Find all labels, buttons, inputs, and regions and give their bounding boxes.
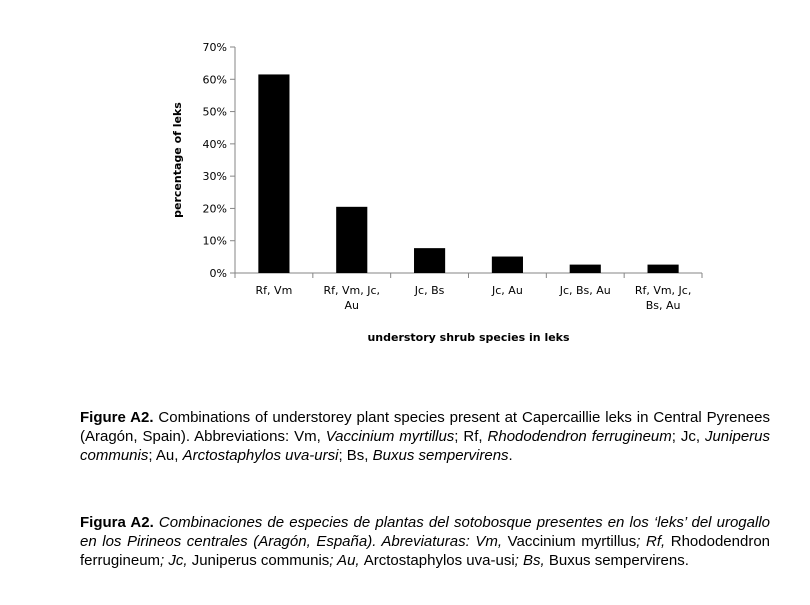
caption-text-run: ; Bs,	[338, 447, 373, 464]
figure-caption-english: Figure A2. Combinations of understorey p…	[80, 408, 770, 465]
caption-text-run: .	[508, 447, 513, 464]
x-axis-title: understory shrub species in leks	[367, 331, 570, 344]
y-axis-title: percentage of leks	[171, 102, 184, 218]
caption-body-english: Combinations of understorey plant specie…	[80, 409, 770, 464]
y-tick-label: 10%	[203, 235, 227, 248]
bar	[336, 206, 368, 273]
caption-text-run: ; Rf,	[636, 533, 671, 550]
bar	[491, 256, 523, 273]
caption-text-run: Arctostaphylos uva-usi	[363, 552, 515, 569]
category-label: Jc, Au	[491, 284, 523, 297]
caption-text-run: Rhododendron ferrugineum	[80, 533, 771, 569]
caption-text-run: Vaccinium myrtillus	[325, 428, 455, 445]
caption-text-run: ; Jc,	[160, 552, 192, 569]
y-tick-label: 30%	[203, 170, 227, 183]
caption-text-run: Rhododendron ferrugineum	[487, 428, 672, 445]
bar	[569, 264, 601, 273]
caption-text-run: ; Jc,	[671, 428, 705, 445]
x-axis: Rf, Vm Rf, Vm, Jc, Au Jc, Bs Jc, Au Jc, Bs, A…	[234, 272, 703, 312]
bar	[414, 248, 446, 273]
category-label: Jc, Bs	[414, 284, 445, 297]
caption-label-spanish: Figura A2.	[80, 514, 154, 531]
caption-text-run: ; Bs,	[514, 552, 549, 569]
caption-text-run: Combinations of understorey plant specie…	[80, 409, 770, 445]
bar	[258, 74, 290, 273]
bar-chart: 0% 10% 20% 30% 40% 50% 60% 70% Rf, Vm Rf, Vm, Jc…	[171, 41, 703, 344]
y-tick-label: 0%	[210, 267, 227, 280]
caption-label-english: Figure A2.	[80, 409, 154, 426]
figure-caption-spanish: Figura A2. Combinaciones de especies de …	[80, 513, 770, 570]
category-label: Rf, Vm, Jc, Au	[323, 284, 380, 312]
caption-text-run: Arctostaphylos uva-ursi	[182, 447, 339, 464]
y-tick-label: 20%	[203, 202, 227, 215]
y-tick-label: 60%	[203, 73, 227, 86]
bar	[647, 264, 679, 273]
caption-text-run: Combinaciones de especies de plantas del…	[80, 514, 770, 550]
caption-text-run: ; Au,	[329, 552, 364, 569]
caption-body-spanish: Combinaciones de especies de plantas del…	[80, 514, 770, 569]
caption-text-run: .	[684, 552, 689, 569]
caption-text-run: Buxus sempervirens	[548, 552, 685, 569]
category-label: Rf, Vm, Jc, Bs, Au	[635, 284, 692, 312]
y-tick-label: 70%	[203, 41, 227, 54]
caption-text-run: Juniperus communis	[191, 552, 330, 569]
y-axis: 0% 10% 20% 30% 40% 50% 60% 70%	[203, 41, 236, 280]
y-tick-label: 40%	[203, 138, 227, 151]
y-tick-label: 50%	[203, 106, 227, 119]
bars	[258, 74, 679, 273]
caption-text-run: ; Au,	[148, 447, 183, 464]
category-label: Jc, Bs, Au	[559, 284, 611, 297]
caption-text-run: Vaccinium myrtillus	[507, 533, 637, 550]
caption-text-run: Buxus sempervirens	[372, 447, 509, 464]
caption-text-run: ; Rf,	[454, 428, 488, 445]
category-label: Rf, Vm	[256, 284, 293, 297]
caption-text-run: Juniperus communis	[80, 428, 771, 464]
